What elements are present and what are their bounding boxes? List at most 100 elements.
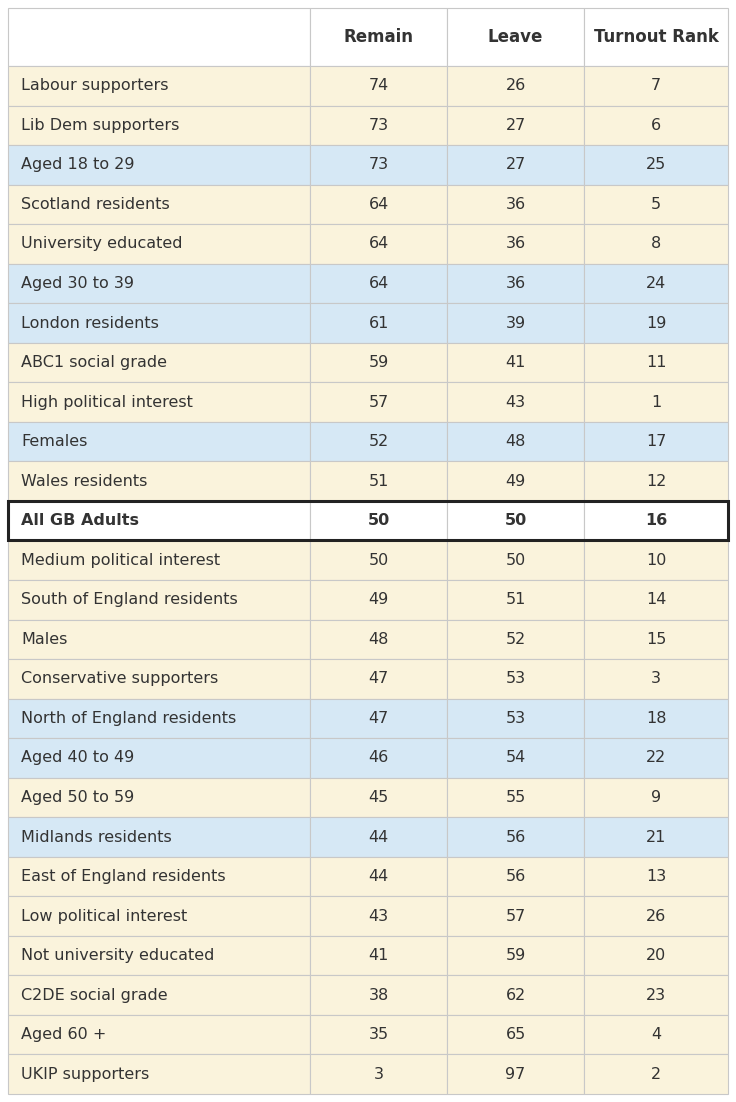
Text: High political interest: High political interest [21, 395, 193, 410]
Text: Lib Dem supporters: Lib Dem supporters [21, 118, 180, 133]
Text: 9: 9 [651, 790, 661, 804]
Text: Aged 40 to 49: Aged 40 to 49 [21, 750, 134, 766]
Bar [447, 580, 584, 619]
Bar [584, 66, 728, 106]
Text: 24: 24 [646, 276, 666, 291]
Text: 51: 51 [369, 474, 389, 488]
Bar [311, 580, 447, 619]
Bar [584, 422, 728, 462]
Bar [8, 896, 311, 936]
Bar [584, 580, 728, 619]
Text: 14: 14 [645, 592, 666, 607]
Bar [447, 501, 584, 540]
Text: 50: 50 [504, 514, 527, 528]
Text: East of England residents: East of England residents [21, 869, 226, 884]
Bar [8, 580, 311, 619]
Text: Leave: Leave [488, 28, 543, 46]
Text: 17: 17 [645, 434, 666, 450]
Text: 50: 50 [368, 514, 390, 528]
Bar [584, 343, 728, 382]
Bar [584, 856, 728, 896]
Text: Turnout Rank: Turnout Rank [593, 28, 718, 46]
Text: Aged 30 to 39: Aged 30 to 39 [21, 276, 134, 291]
Text: 64: 64 [369, 197, 389, 212]
Bar [8, 659, 311, 699]
Bar [447, 66, 584, 106]
Text: South of England residents: South of England residents [21, 592, 238, 607]
Bar [447, 778, 584, 818]
Bar [447, 540, 584, 580]
Bar [8, 540, 311, 580]
Bar [311, 778, 447, 818]
Bar [584, 303, 728, 343]
Bar [311, 619, 447, 659]
Bar [447, 818, 584, 856]
Bar [447, 936, 584, 975]
Bar [8, 936, 311, 975]
Text: 13: 13 [646, 869, 666, 884]
Bar [8, 462, 311, 501]
Bar [584, 8, 728, 66]
Text: 3: 3 [651, 671, 661, 687]
Text: Midlands residents: Midlands residents [21, 830, 171, 844]
Text: 57: 57 [506, 908, 526, 923]
Bar [447, 856, 584, 896]
Text: 11: 11 [645, 355, 666, 370]
Text: 8: 8 [651, 237, 661, 251]
Text: UKIP supporters: UKIP supporters [21, 1067, 149, 1082]
Text: Conservative supporters: Conservative supporters [21, 671, 219, 687]
Text: University educated: University educated [21, 237, 183, 251]
Bar [8, 1055, 311, 1094]
Bar [311, 659, 447, 699]
Bar [447, 145, 584, 185]
Text: 48: 48 [506, 434, 526, 450]
Bar [8, 263, 311, 303]
Bar [311, 263, 447, 303]
Text: 38: 38 [369, 987, 389, 1003]
Bar [311, 975, 447, 1015]
Bar [8, 856, 311, 896]
Text: 41: 41 [369, 948, 389, 963]
Text: 16: 16 [645, 514, 667, 528]
Bar [584, 1015, 728, 1055]
Text: 74: 74 [369, 78, 389, 94]
Bar [8, 66, 311, 106]
Text: Females: Females [21, 434, 88, 450]
Bar [584, 145, 728, 185]
Bar [584, 896, 728, 936]
Bar [584, 540, 728, 580]
Bar [311, 8, 447, 66]
Text: 50: 50 [506, 553, 526, 568]
Text: 43: 43 [506, 395, 526, 410]
Text: 25: 25 [646, 158, 666, 172]
Text: 21: 21 [645, 830, 666, 844]
Bar [584, 659, 728, 699]
Text: 65: 65 [506, 1027, 526, 1042]
Bar [8, 106, 311, 145]
Text: Aged 50 to 59: Aged 50 to 59 [21, 790, 134, 804]
Text: Males: Males [21, 631, 68, 647]
Bar [8, 422, 311, 462]
Text: 27: 27 [506, 158, 526, 172]
Text: 44: 44 [369, 869, 389, 884]
Bar [584, 778, 728, 818]
Text: 36: 36 [506, 197, 526, 212]
Bar [447, 619, 584, 659]
Bar [584, 462, 728, 501]
Bar [311, 145, 447, 185]
Text: 6: 6 [651, 118, 661, 133]
Bar [447, 738, 584, 778]
Text: 27: 27 [506, 118, 526, 133]
Text: 2: 2 [651, 1067, 661, 1082]
Text: 55: 55 [506, 790, 526, 804]
Text: 47: 47 [369, 671, 389, 687]
Text: 12: 12 [645, 474, 666, 488]
Bar [584, 818, 728, 856]
Text: ABC1 social grade: ABC1 social grade [21, 355, 167, 370]
Text: 1: 1 [651, 395, 661, 410]
Bar [584, 975, 728, 1015]
Text: 22: 22 [646, 750, 666, 766]
Bar [311, 856, 447, 896]
Text: All GB Adults: All GB Adults [21, 514, 139, 528]
Bar [584, 224, 728, 263]
